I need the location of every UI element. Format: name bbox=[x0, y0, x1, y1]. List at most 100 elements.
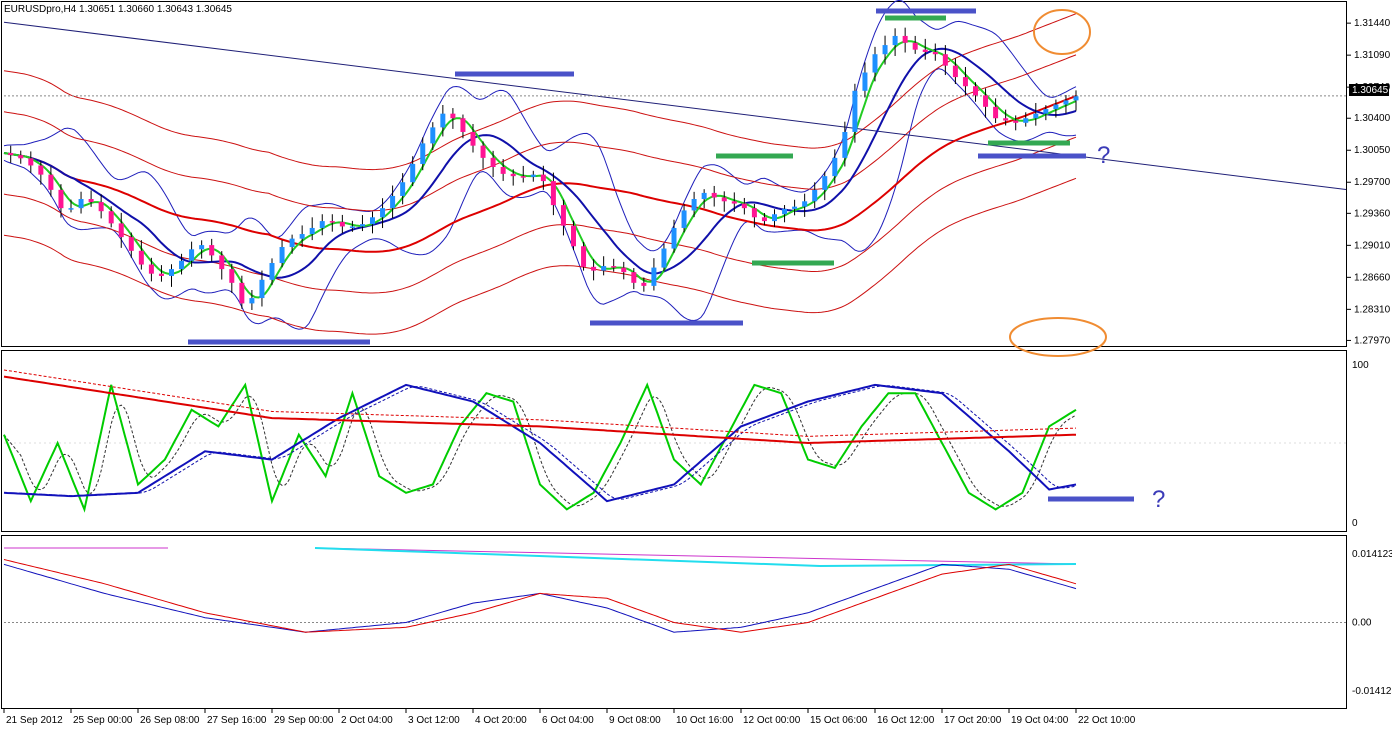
candle-body bbox=[199, 245, 205, 250]
candle-body bbox=[48, 174, 54, 190]
candle-body bbox=[902, 35, 908, 43]
bollinger-lower bbox=[3, 68, 1077, 330]
candle-body bbox=[28, 158, 34, 166]
price-tick-label: 1.30400 bbox=[1354, 113, 1391, 124]
time-tick-label: 4 Oct 20:00 bbox=[475, 715, 527, 726]
candle-body bbox=[189, 249, 195, 261]
candle-body bbox=[128, 237, 134, 251]
price-tick-label: 1.31090 bbox=[1354, 50, 1391, 61]
candle-body bbox=[671, 227, 677, 249]
time-tick-label: 15 Oct 06:00 bbox=[810, 715, 868, 726]
candle-body bbox=[631, 272, 637, 283]
time-tick-label: 17 Oct 20:00 bbox=[944, 715, 1002, 726]
candle-body bbox=[289, 238, 295, 248]
candle-body bbox=[18, 155, 24, 159]
envelope-upper bbox=[3, 13, 1077, 171]
candle-body bbox=[651, 267, 657, 286]
time-tick-label: 27 Sep 16:00 bbox=[207, 715, 267, 726]
candle-body bbox=[8, 152, 14, 156]
candle-body bbox=[500, 167, 506, 174]
candle-body bbox=[942, 54, 948, 66]
candle-body bbox=[279, 247, 285, 264]
osc-tick-label: 0 bbox=[1352, 518, 1358, 529]
candle-body bbox=[591, 266, 597, 271]
time-tick-label: 6 Oct 04:00 bbox=[542, 715, 594, 726]
candle-body bbox=[239, 282, 245, 304]
time-tick-label: 22 Oct 10:00 bbox=[1078, 715, 1136, 726]
price-overlays bbox=[3, 0, 1347, 335]
candle-body bbox=[530, 174, 536, 177]
candle-body bbox=[400, 182, 406, 196]
macd-tick-label: 0.014123 bbox=[1352, 549, 1392, 560]
candle-body bbox=[882, 45, 888, 55]
candle-body bbox=[661, 248, 667, 268]
candle-body bbox=[892, 35, 898, 46]
time-tick-label: 21 Sep 2012 bbox=[6, 715, 63, 726]
candle-body bbox=[259, 279, 265, 299]
candle-body bbox=[118, 223, 124, 238]
candle-body bbox=[470, 131, 476, 146]
oscillator-lines bbox=[3, 369, 1346, 513]
time-tick-label: 2 Oct 04:00 bbox=[341, 715, 393, 726]
time-tick-label: 9 Oct 08:00 bbox=[609, 715, 661, 726]
candle-body bbox=[440, 113, 446, 128]
stochastic-slow bbox=[3, 383, 1077, 503]
moving-average-fast bbox=[3, 40, 1077, 299]
candle-body bbox=[1043, 109, 1049, 114]
candle-body bbox=[922, 49, 928, 52]
candle-body bbox=[842, 131, 848, 158]
candle-body bbox=[339, 221, 345, 227]
time-tick-label: 10 Oct 16:00 bbox=[676, 715, 734, 726]
candle-body bbox=[792, 206, 798, 209]
candle-body bbox=[721, 197, 727, 202]
candle-body bbox=[832, 157, 838, 177]
candle-body bbox=[299, 234, 305, 239]
candle-body bbox=[681, 210, 687, 228]
time-tick-label: 12 Oct 00:00 bbox=[743, 715, 801, 726]
oscillator-panel bbox=[1, 350, 1347, 532]
candle-body bbox=[68, 208, 74, 210]
candle-body bbox=[782, 208, 788, 215]
macd-signal bbox=[3, 559, 1077, 633]
candle-body bbox=[269, 263, 275, 280]
candle-body bbox=[550, 181, 556, 206]
candle-body bbox=[158, 273, 164, 276]
candle-body bbox=[410, 163, 416, 183]
candle-body bbox=[390, 195, 396, 209]
price-tick-label: 1.29700 bbox=[1354, 177, 1391, 188]
price-tick-label: 1.29360 bbox=[1354, 208, 1391, 219]
candle-body bbox=[952, 65, 958, 78]
current-price-tag bbox=[1349, 84, 1389, 96]
candle-body bbox=[179, 260, 185, 270]
candle-body bbox=[510, 173, 516, 177]
candle-body bbox=[741, 203, 747, 209]
candle-body bbox=[58, 189, 64, 209]
price-tick-label: 1.29010 bbox=[1354, 240, 1391, 251]
candle-body bbox=[862, 72, 868, 91]
candle-body bbox=[1033, 113, 1039, 119]
candle-body bbox=[148, 264, 154, 274]
moving-average-slow bbox=[3, 95, 1077, 253]
oscillator-axis-labels: 100 0 bbox=[1352, 360, 1369, 529]
price-candles bbox=[8, 27, 1079, 310]
candle-body bbox=[460, 118, 466, 132]
candle-body bbox=[621, 267, 627, 273]
bollinger-upper bbox=[3, 0, 1077, 252]
candle-body bbox=[540, 174, 546, 182]
candle-body bbox=[691, 199, 697, 211]
candle-body bbox=[78, 199, 84, 209]
highlight-ellipse-top bbox=[1033, 9, 1091, 55]
price-axis-labels: 1.314401.310901.307401.304001.300501.297… bbox=[1346, 18, 1391, 346]
price-panel bbox=[1, 1, 1347, 347]
candle-body bbox=[98, 202, 104, 212]
stochastic-main-signal bbox=[3, 386, 1077, 507]
candle-body bbox=[611, 266, 617, 268]
candle-body bbox=[973, 86, 978, 96]
price-tick-label: 1.30050 bbox=[1354, 145, 1391, 156]
chart-title: EURUSDpro,H4 1.30651 1.30660 1.30643 1.3… bbox=[4, 4, 232, 15]
candle-body bbox=[309, 227, 315, 235]
time-tick-label: 25 Sep 00:00 bbox=[73, 715, 133, 726]
candle-body bbox=[329, 221, 335, 223]
candle-body bbox=[772, 214, 777, 222]
candle-body bbox=[560, 205, 566, 226]
